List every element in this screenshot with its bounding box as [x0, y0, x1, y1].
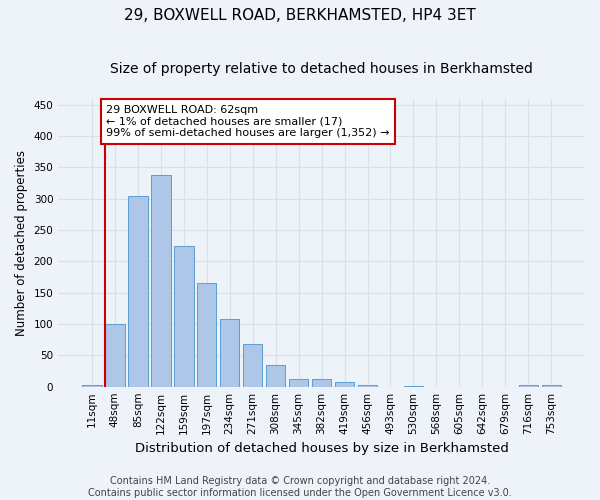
- Bar: [105, 324, 125, 386]
- Bar: [312, 379, 331, 386]
- Text: 29 BOXWELL ROAD: 62sqm
← 1% of detached houses are smaller (17)
99% of semi-deta: 29 BOXWELL ROAD: 62sqm ← 1% of detached …: [106, 105, 390, 138]
- Bar: [197, 284, 217, 387]
- Bar: [82, 385, 101, 386]
- Bar: [174, 246, 194, 386]
- Text: Contains HM Land Registry data © Crown copyright and database right 2024.
Contai: Contains HM Land Registry data © Crown c…: [88, 476, 512, 498]
- X-axis label: Distribution of detached houses by size in Berkhamsted: Distribution of detached houses by size …: [134, 442, 509, 455]
- Bar: [289, 379, 308, 386]
- Bar: [220, 319, 239, 386]
- Y-axis label: Number of detached properties: Number of detached properties: [15, 150, 28, 336]
- Title: Size of property relative to detached houses in Berkhamsted: Size of property relative to detached ho…: [110, 62, 533, 76]
- Bar: [151, 175, 170, 386]
- Bar: [243, 344, 262, 387]
- Text: 29, BOXWELL ROAD, BERKHAMSTED, HP4 3ET: 29, BOXWELL ROAD, BERKHAMSTED, HP4 3ET: [124, 8, 476, 22]
- Bar: [335, 382, 355, 386]
- Bar: [128, 196, 148, 386]
- Bar: [266, 365, 286, 386]
